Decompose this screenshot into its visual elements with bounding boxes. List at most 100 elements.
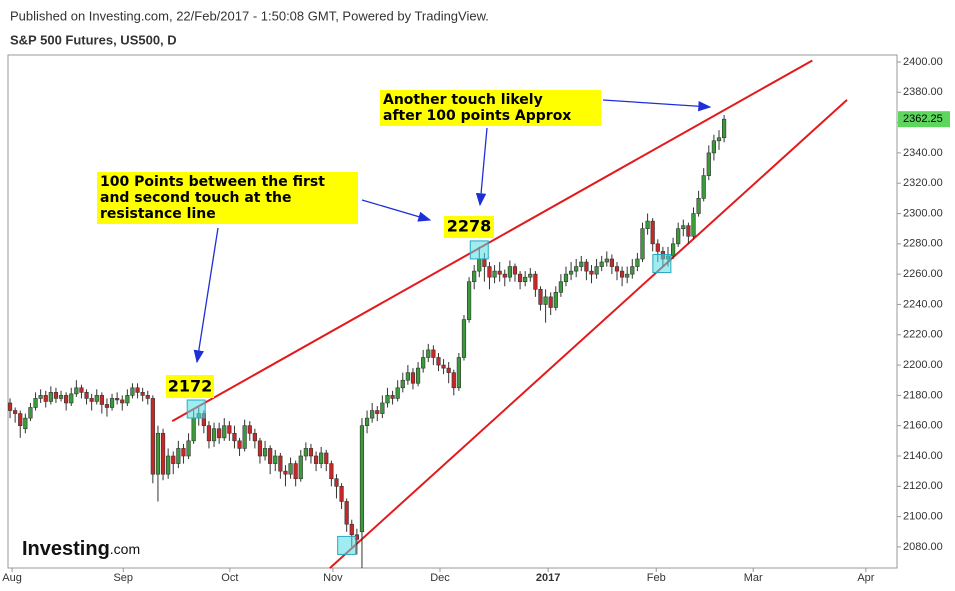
label-box <box>97 172 358 224</box>
arrow <box>475 127 488 207</box>
symbol-title: S&P 500 Futures, US500, D <box>10 32 177 47</box>
label-box <box>166 375 214 398</box>
candle-body <box>507 266 512 278</box>
candle-body <box>589 270 594 275</box>
candle-body <box>466 281 472 320</box>
x-tick-label: Apr <box>857 572 874 584</box>
candle-body <box>696 198 701 214</box>
annotation: resistance line <box>100 206 216 222</box>
candle-body <box>13 410 18 414</box>
candle-body <box>492 270 497 278</box>
candle-body <box>125 395 130 404</box>
candle-body <box>283 470 288 475</box>
candle-body <box>242 425 247 449</box>
candle-body <box>426 349 431 358</box>
candle-body <box>79 387 84 393</box>
candle-body <box>451 372 456 389</box>
y-tick-label: 2280.00 <box>903 238 943 250</box>
candle-body <box>319 452 324 464</box>
candle-body <box>635 258 640 267</box>
touch-marker <box>337 535 357 555</box>
candle-body <box>130 387 135 396</box>
candle-body <box>716 137 722 142</box>
candle-body <box>400 379 405 389</box>
arrow <box>361 199 432 222</box>
candle-body <box>84 392 89 399</box>
candle-body <box>650 220 655 245</box>
candle-body <box>405 372 410 381</box>
candle-body <box>28 407 33 419</box>
y-tick-label: 2160.00 <box>903 420 943 432</box>
y-tick-label: 2140.00 <box>903 450 943 462</box>
candle-body <box>558 281 563 293</box>
candle-body <box>109 398 115 408</box>
candle-body <box>344 501 349 525</box>
candle-body <box>472 270 477 283</box>
annotation: 2172 <box>168 377 213 396</box>
candle-body <box>64 395 69 404</box>
arrow <box>602 99 712 112</box>
candle-body <box>293 463 298 480</box>
candle-body <box>640 228 645 260</box>
candle-body <box>191 417 196 442</box>
candle-body <box>477 258 482 272</box>
candle-body <box>268 448 273 464</box>
candle-body <box>625 273 630 278</box>
published-note: Published on Investing.com, 22/Feb/2017 … <box>10 8 489 23</box>
candle-body <box>313 455 319 464</box>
candle-body <box>441 364 446 369</box>
candle-body <box>579 261 584 267</box>
candle-body <box>364 417 370 426</box>
candle-body <box>33 398 38 408</box>
candle-body <box>630 266 635 275</box>
annotations: 2172 2278 100 Points between the first a… <box>97 90 712 398</box>
x-tick-label: Oct <box>221 572 238 584</box>
label-box <box>380 90 601 126</box>
y-tick-label: 2380.00 <box>903 86 943 98</box>
x-tick-label: Dec <box>430 572 450 584</box>
candle-body <box>686 225 691 237</box>
candle-body <box>135 387 140 393</box>
candle-body <box>166 455 171 475</box>
candle-body <box>89 398 94 402</box>
touch-marker <box>652 254 672 274</box>
y-tick-label: 2260.00 <box>903 268 943 280</box>
candle-body <box>69 393 74 404</box>
candle-body <box>584 261 589 272</box>
candle-body <box>115 398 120 401</box>
candle-body <box>217 428 222 439</box>
last-price-box <box>898 111 950 128</box>
y-tick-label: 2400.00 <box>903 56 943 68</box>
annotation: 100 Points between the first <box>100 174 325 190</box>
candle-body <box>104 404 110 408</box>
label-box <box>444 216 494 238</box>
logo: Investing.com <box>22 538 140 560</box>
candle-body <box>247 425 252 434</box>
candle-body <box>140 392 145 396</box>
candle-body <box>257 440 263 457</box>
y-tick-label: 2240.00 <box>903 298 943 310</box>
candle-body <box>160 432 166 475</box>
candle-body <box>99 395 104 405</box>
candle-body <box>227 425 232 434</box>
y-tick-label: 2300.00 <box>903 207 943 219</box>
candle-body <box>594 266 599 275</box>
candle-body <box>619 270 625 278</box>
candle-body <box>563 273 569 283</box>
candle-body <box>380 402 385 414</box>
candle-body <box>288 463 293 475</box>
y-tick-label: 2340.00 <box>903 147 943 159</box>
last-price-label: 2362.25 <box>903 113 943 125</box>
arrow <box>193 227 219 364</box>
y-tick-label: 2200.00 <box>903 359 943 371</box>
candle-body <box>461 319 467 358</box>
candle-body <box>415 367 421 384</box>
candle-body <box>456 357 461 389</box>
candle-body <box>303 448 308 457</box>
candle-body <box>370 410 375 419</box>
candle-body <box>308 448 314 457</box>
annotation: after 100 points Approx <box>383 108 571 124</box>
y-tick-label: 2080.00 <box>903 541 943 553</box>
candle-body <box>711 140 716 154</box>
x-tick-label: Aug <box>2 572 22 584</box>
